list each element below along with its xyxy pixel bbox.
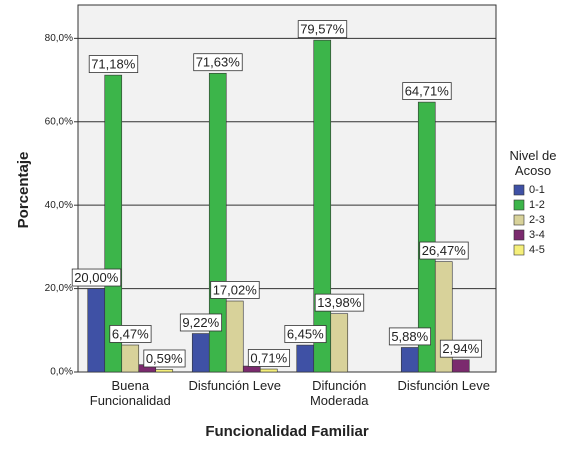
y-axis-title: Porcentaje <box>15 152 32 229</box>
bar <box>451 359 470 373</box>
legend-label: 1-2 <box>529 199 545 211</box>
data-label-box <box>388 327 432 346</box>
data-label-box <box>439 339 483 358</box>
bar <box>121 344 140 373</box>
data-label: 2,94% <box>442 341 479 356</box>
data-label: 6,45% <box>287 327 324 342</box>
data-label: 0,59% <box>146 351 183 366</box>
y-tick-label: 60,0% <box>45 116 73 127</box>
legend-swatch <box>513 214 525 226</box>
data-label-box <box>193 53 243 72</box>
data-label-box <box>297 20 348 38</box>
data-label: 71,18% <box>91 57 136 72</box>
x-tick-label: Disfunción Leve <box>397 378 491 393</box>
legend-label: 3-4 <box>529 229 545 241</box>
x-axis-title: Funcionalidad Familiar <box>205 423 369 440</box>
bar <box>417 101 436 373</box>
data-label-box <box>88 55 139 73</box>
data-label-box <box>247 349 291 367</box>
data-label-box <box>419 241 469 260</box>
legend-label: 4-5 <box>529 244 545 256</box>
bar <box>330 313 349 373</box>
data-label-box <box>71 268 122 287</box>
legend-swatch <box>513 184 525 196</box>
y-tick-label: 40,0% <box>45 200 73 211</box>
x-tick-label: Disfunción Leve <box>188 378 282 393</box>
data-label: 20,00% <box>74 270 119 285</box>
bar <box>104 74 123 373</box>
data-label: 64,71% <box>405 84 450 99</box>
data-label: 5,88% <box>391 329 428 344</box>
bar <box>225 300 244 373</box>
data-label: 71,63% <box>196 55 241 70</box>
legend-label: 2-3 <box>529 214 545 226</box>
data-label-box <box>284 325 327 343</box>
bar <box>259 368 278 373</box>
data-label-box <box>143 349 186 368</box>
x-tick-label: Difunción Moderada <box>309 378 369 408</box>
bar <box>191 333 210 373</box>
bar <box>296 344 315 373</box>
data-label-box <box>210 281 260 299</box>
data-label-box <box>314 293 365 312</box>
data-label: 9,22% <box>182 315 219 330</box>
legend-label: 0-1 <box>529 184 545 196</box>
data-label: 6,47% <box>112 326 149 341</box>
legend-swatch <box>513 229 525 241</box>
y-tick-label: 0,0% <box>50 367 73 378</box>
bar <box>400 347 419 373</box>
legend-title: Nivel de Acoso <box>509 148 557 178</box>
bar <box>87 288 106 373</box>
data-label-box <box>109 325 152 343</box>
bar <box>242 365 261 373</box>
data-label: 0,71% <box>250 350 287 365</box>
data-label: 26,47% <box>422 243 467 258</box>
data-label-box <box>179 313 223 332</box>
x-tick-label: Buena Funcionalidad <box>89 378 171 408</box>
bar <box>313 39 332 373</box>
data-label: 17,02% <box>213 282 258 297</box>
data-label: 79,57% <box>300 22 345 37</box>
data-label-box <box>402 82 452 100</box>
data-label: 13,98% <box>317 295 362 310</box>
bar <box>155 369 174 373</box>
y-tick-label: 80,0% <box>45 33 73 44</box>
legend-swatch <box>513 244 525 256</box>
legend-swatch <box>513 199 525 211</box>
y-tick-label: 20,0% <box>45 283 73 294</box>
